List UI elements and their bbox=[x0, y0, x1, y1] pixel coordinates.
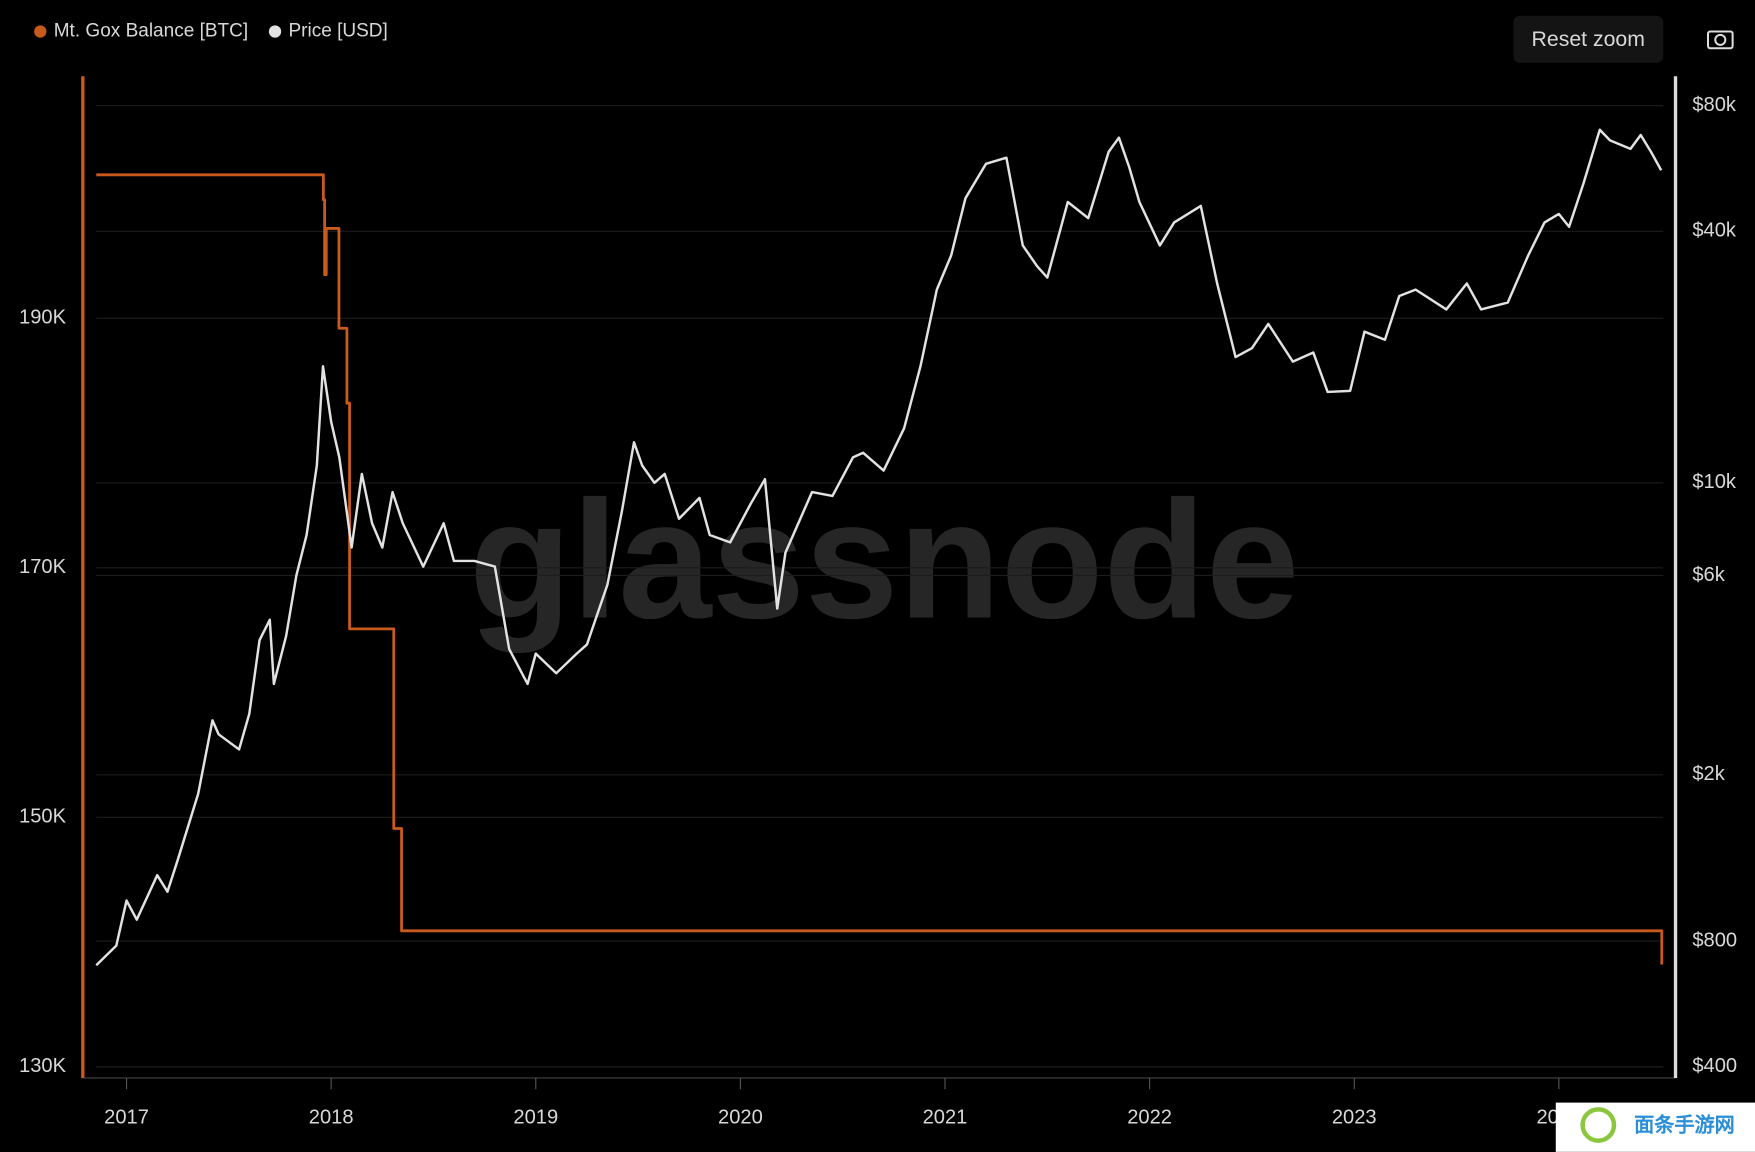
y-tick-label: 190K bbox=[19, 307, 67, 329]
y-tick-label: 170K bbox=[19, 556, 67, 578]
y2-tick-label: $10k bbox=[1692, 471, 1737, 493]
badge-text: 面条手游网 bbox=[1634, 1112, 1735, 1136]
badge-logo bbox=[1580, 1107, 1617, 1143]
x-tick-label: 2021 bbox=[923, 1107, 968, 1129]
legend-marker bbox=[268, 25, 282, 38]
x-tick-label: 2017 bbox=[104, 1107, 149, 1129]
y2-tick-label: $40k bbox=[1692, 220, 1737, 242]
x-tick-label: 2023 bbox=[1332, 1107, 1377, 1129]
series-line bbox=[96, 173, 1664, 965]
y2-tick-label: $800 bbox=[1692, 929, 1737, 951]
y-tick-label: 130K bbox=[19, 1055, 67, 1077]
reset-zoom-label[interactable]: Reset zoom bbox=[1532, 27, 1645, 51]
x-tick-label: 2020 bbox=[718, 1107, 763, 1129]
y2-tick-label: $2k bbox=[1692, 763, 1725, 785]
camera-lens[interactable] bbox=[1714, 33, 1727, 46]
y2-tick-label: $400 bbox=[1692, 1055, 1737, 1077]
camera-body[interactable] bbox=[1706, 30, 1734, 50]
y2-tick-label: $6k bbox=[1692, 564, 1725, 586]
x-tick-label: 2018 bbox=[309, 1107, 354, 1129]
legend-label: Mt. Gox Balance [BTC] bbox=[54, 21, 248, 42]
legend-label: Price [USD] bbox=[288, 21, 387, 42]
series-line bbox=[95, 128, 1663, 967]
x-tick-label: 2019 bbox=[513, 1107, 558, 1129]
plot-area: 130K 150K 170K 190K $400 $800 $2k $6k $10k $40k $8… bbox=[19, 76, 1737, 1129]
camera-icon[interactable] bbox=[1706, 30, 1734, 50]
y2-tick-label: $80k bbox=[1692, 94, 1737, 116]
y-tick-label: 150K bbox=[19, 806, 67, 828]
watermark: glassnode bbox=[469, 466, 1299, 654]
reset-zoom-button[interactable] bbox=[1513, 15, 1664, 63]
legend-marker bbox=[34, 25, 47, 38]
x-tick-label: 2022 bbox=[1127, 1107, 1172, 1129]
